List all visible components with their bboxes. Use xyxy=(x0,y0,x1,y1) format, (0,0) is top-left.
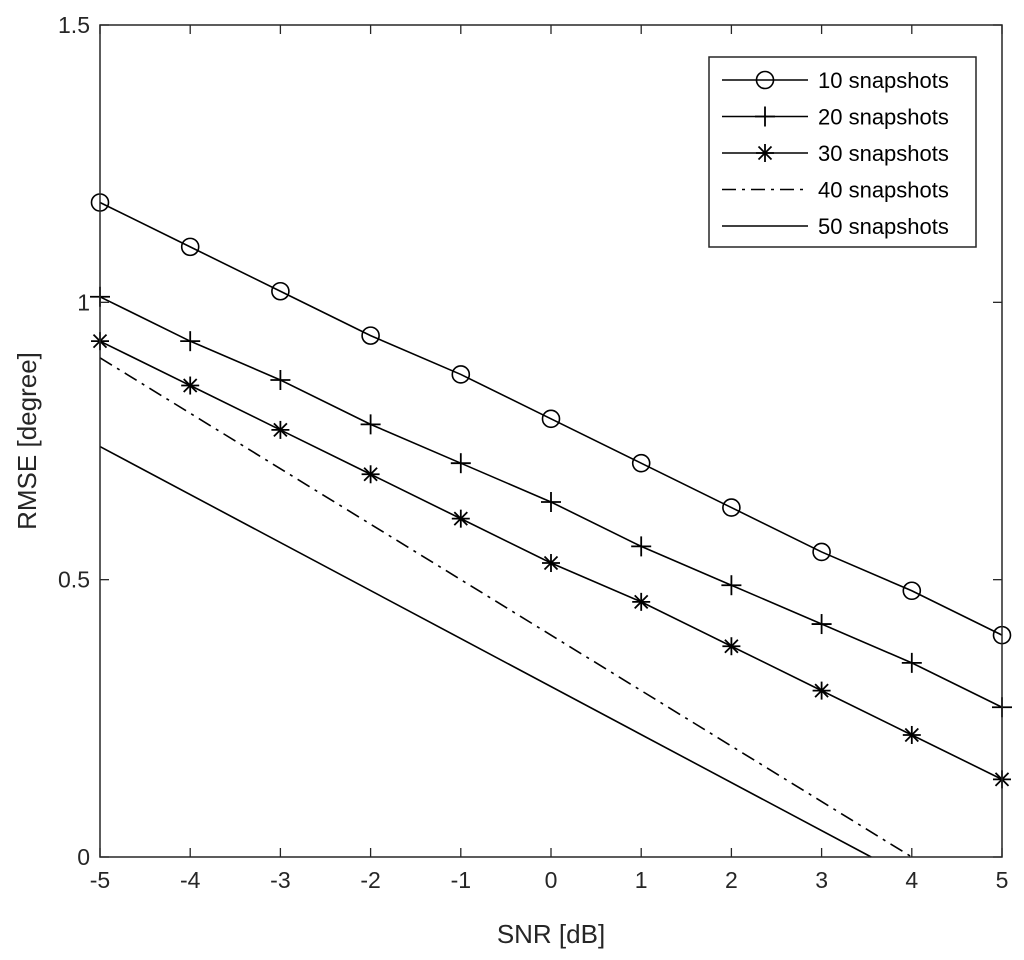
legend-entry: 50 snapshots xyxy=(722,214,949,239)
legend-label: 10 snapshots xyxy=(818,68,949,93)
data-point-marker xyxy=(631,453,651,473)
legend-label: 50 snapshots xyxy=(818,214,949,239)
data-point-marker xyxy=(722,637,741,656)
x-tick-label: 2 xyxy=(725,867,738,893)
legend-entry: 30 snapshots xyxy=(722,141,949,166)
series-line xyxy=(99,357,913,858)
data-point-marker xyxy=(361,326,380,345)
x-tick-label: -5 xyxy=(90,867,110,893)
series-line xyxy=(99,201,1003,636)
star-marker-d2 xyxy=(634,594,649,609)
data-point-marker xyxy=(811,614,832,635)
data-point-marker xyxy=(451,509,470,528)
legend: 10 snapshots 20 snapshots 30 snapshots 40 s… xyxy=(708,56,977,248)
star-marker-d2 xyxy=(757,145,773,161)
star-marker-d2 xyxy=(273,422,288,438)
data-point-marker xyxy=(361,465,380,484)
data-point-marker xyxy=(632,592,651,611)
star-marker-d2 xyxy=(724,639,739,654)
y-tick-label: 0 xyxy=(77,844,90,870)
x-tick-label: 4 xyxy=(905,867,918,893)
series-line xyxy=(99,445,872,858)
series-layer xyxy=(90,193,1012,858)
x-tick-label: 5 xyxy=(996,867,1009,893)
data-point-marker xyxy=(360,414,381,435)
legend-label: 40 snapshots xyxy=(818,178,949,203)
data-point-marker xyxy=(902,725,921,744)
x-tick-label: -2 xyxy=(360,867,380,893)
data-point-marker xyxy=(271,420,290,439)
star-marker-d2 xyxy=(183,378,198,393)
legend-label: 20 snapshots xyxy=(818,105,949,130)
data-point-marker xyxy=(542,554,560,573)
x-axis-label: SNR [dB] xyxy=(497,919,605,949)
y-tick-label: 1 xyxy=(77,289,90,315)
data-point-marker xyxy=(812,542,831,562)
data-point-marker xyxy=(180,331,201,352)
legend-marker xyxy=(755,106,775,127)
legend-label: 30 snapshots xyxy=(818,141,949,166)
x-tick-label: -4 xyxy=(180,867,201,893)
y-tick-label: 1.5 xyxy=(58,12,90,38)
star-marker-d2 xyxy=(453,511,468,526)
legend-entry: 40 snapshots xyxy=(722,178,949,203)
x-tick-label: 3 xyxy=(815,867,828,893)
x-tick-label: 0 xyxy=(545,867,558,893)
data-point-marker xyxy=(270,369,291,390)
legend-marker xyxy=(755,70,775,90)
legend-marker xyxy=(756,144,774,162)
x-tick-label: -1 xyxy=(451,867,471,893)
legend-entry: 10 snapshots xyxy=(722,68,949,93)
x-tick-label: 1 xyxy=(635,867,648,893)
data-point-marker xyxy=(181,376,200,395)
star-marker-d2 xyxy=(814,683,829,698)
data-point-marker xyxy=(722,498,741,517)
series-1 xyxy=(90,193,1012,645)
legend-entry: 20 snapshots xyxy=(722,105,949,130)
data-point-marker xyxy=(271,281,290,301)
data-point-marker xyxy=(631,536,652,557)
series-5 xyxy=(99,445,872,858)
data-point-marker xyxy=(812,681,831,700)
data-point-marker xyxy=(721,575,742,596)
y-axis-label: RMSE [degree] xyxy=(12,352,42,530)
data-point-marker xyxy=(541,409,561,429)
data-point-marker xyxy=(902,581,922,601)
legend-box xyxy=(708,56,977,248)
star-marker-d2 xyxy=(904,727,919,743)
data-point-marker xyxy=(450,453,471,474)
data-point-marker xyxy=(451,365,471,384)
data-point-marker xyxy=(901,652,922,673)
x-tick-label: -3 xyxy=(270,867,290,893)
star-marker-d2 xyxy=(543,555,559,571)
data-point-marker xyxy=(180,237,200,257)
series-4 xyxy=(99,357,913,858)
data-point-marker xyxy=(541,492,561,513)
axis-layer: -5 -4 -3 -2 -1 0 1 2 3 4 5 0 0.5 1 1.5 xyxy=(58,12,1008,893)
y-tick-label: 0.5 xyxy=(58,567,90,593)
star-marker-d2 xyxy=(363,467,378,482)
